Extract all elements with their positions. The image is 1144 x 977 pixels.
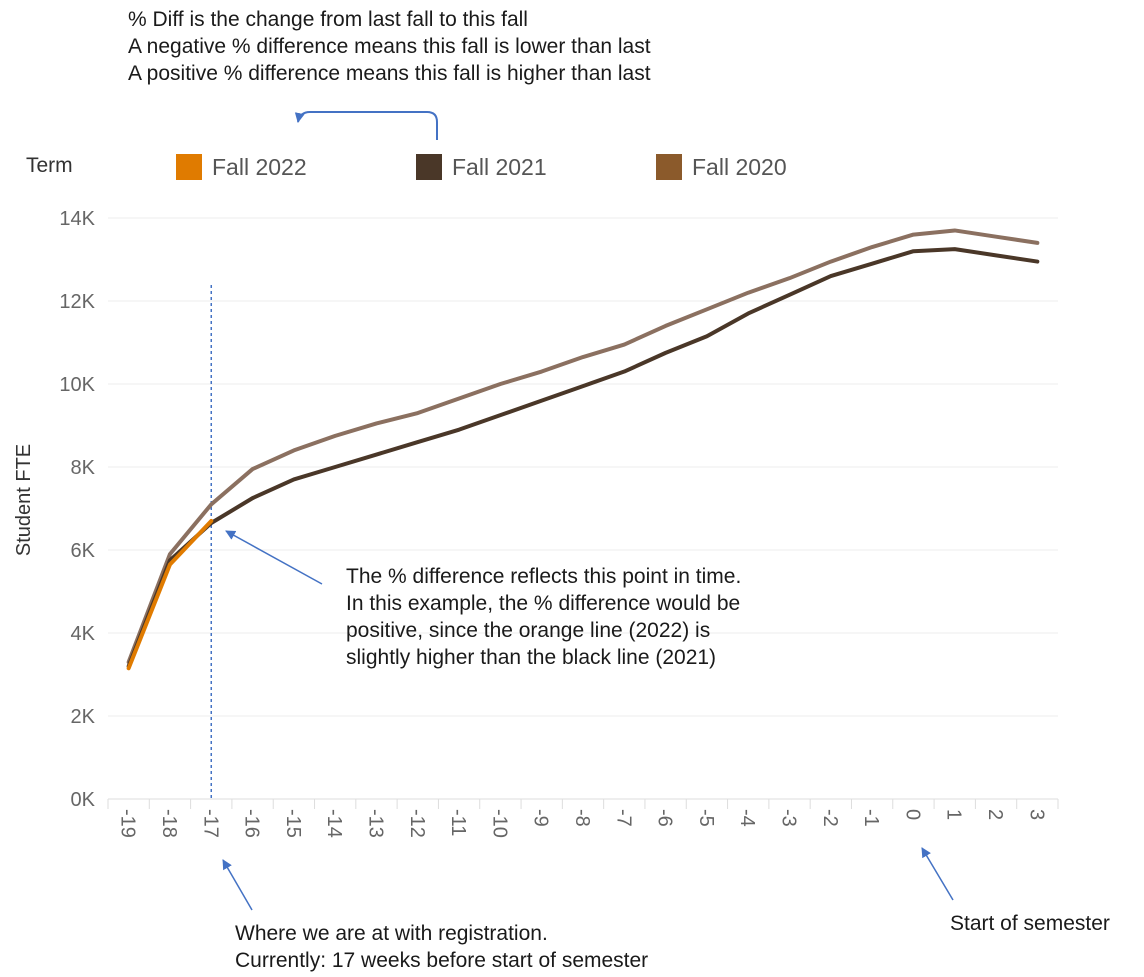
y-tick-label: 4K bbox=[71, 623, 96, 645]
x-tick-label: -8 bbox=[571, 809, 593, 827]
x-tick-label: 2 bbox=[984, 809, 1006, 820]
x-tick-label: -16 bbox=[241, 809, 263, 838]
legend-swatch bbox=[416, 154, 442, 180]
top-annotation-line: % Diff is the change from last fall to t… bbox=[128, 8, 528, 31]
x-tick-label: -13 bbox=[364, 809, 386, 838]
legend-item-fall-2021[interactable]: Fall 2021 bbox=[416, 152, 547, 182]
series-line-fall-2020 bbox=[126, 228, 1040, 665]
legend-label: Fall 2020 bbox=[692, 153, 787, 180]
legend-item-fall-2020[interactable]: Fall 2020 bbox=[656, 152, 787, 182]
point-annotation-line: slightly higher than the black line (202… bbox=[346, 646, 717, 669]
y-tick-label: 6K bbox=[71, 540, 96, 562]
top-annotation-line: A negative % difference means this fall … bbox=[128, 35, 651, 58]
y-axis-label: Student FTE bbox=[13, 444, 35, 556]
legend-label: Fall 2022 bbox=[212, 153, 307, 180]
x-tick-label: 3 bbox=[1025, 809, 1047, 820]
x-tick-label: -11 bbox=[447, 809, 469, 836]
x-tick-label: -9 bbox=[530, 809, 552, 827]
x-tick-label: -12 bbox=[406, 809, 428, 838]
x-tick-label: -17 bbox=[199, 809, 221, 838]
series-line-fall-2022 bbox=[126, 518, 214, 671]
registration-arrow bbox=[222, 859, 253, 911]
x-tick-label: 1 bbox=[943, 809, 965, 820]
y-tick-label: 14K bbox=[59, 208, 95, 230]
y-tick-label: 0K bbox=[71, 789, 96, 811]
x-tick-label: -18 bbox=[158, 809, 180, 838]
x-tick-label: -15 bbox=[282, 809, 304, 838]
x-tick-label: -6 bbox=[654, 809, 676, 827]
legend-item-fall-2022[interactable]: Fall 2022 bbox=[176, 152, 307, 182]
x-tick-label: -19 bbox=[117, 809, 139, 838]
x-tick-label: -14 bbox=[323, 809, 345, 838]
registration-annotation-line: Where we are at with registration. bbox=[235, 922, 548, 945]
legend-swatch bbox=[176, 154, 202, 180]
x-tick-label: -10 bbox=[488, 809, 510, 838]
legend-swatch bbox=[656, 154, 682, 180]
start-arrow bbox=[921, 847, 954, 901]
x-tick-label: -5 bbox=[695, 809, 717, 827]
registration-annotation: Where we are at with registration. Curre… bbox=[235, 920, 648, 974]
legend-title: Term bbox=[26, 154, 73, 177]
series-line-fall-2021 bbox=[126, 247, 1040, 669]
x-tick-label: -2 bbox=[819, 809, 841, 827]
top-annotation-line: A positive % difference means this fall … bbox=[128, 62, 651, 85]
point-annotation-line: In this example, the % difference would … bbox=[346, 592, 741, 615]
y-tick-label: 8K bbox=[71, 457, 96, 479]
y-tick-label: 2K bbox=[71, 706, 96, 728]
x-tick-label: -3 bbox=[778, 809, 800, 827]
x-tick-label: -1 bbox=[860, 809, 882, 827]
x-tick-label: -7 bbox=[612, 809, 634, 827]
x-tick-label: 0 bbox=[901, 809, 923, 820]
curved-arrow bbox=[294, 111, 438, 140]
start-annotation: Start of semester bbox=[950, 912, 1110, 935]
x-tick-label: -4 bbox=[736, 809, 758, 827]
registration-annotation-line: Currently: 17 weeks before start of seme… bbox=[235, 949, 649, 972]
point-annotation-line: positive, since the orange line (2022) i… bbox=[346, 619, 711, 642]
point-annotation: The % difference reflects this point in … bbox=[346, 563, 741, 671]
legend-label: Fall 2021 bbox=[452, 153, 547, 180]
point-arrow bbox=[225, 530, 323, 585]
y-tick-label: 10K bbox=[59, 374, 95, 396]
top-annotation: % Diff is the change from last fall to t… bbox=[128, 6, 651, 87]
y-tick-label: 12K bbox=[59, 291, 95, 313]
point-annotation-line: The % difference reflects this point in … bbox=[346, 565, 742, 588]
